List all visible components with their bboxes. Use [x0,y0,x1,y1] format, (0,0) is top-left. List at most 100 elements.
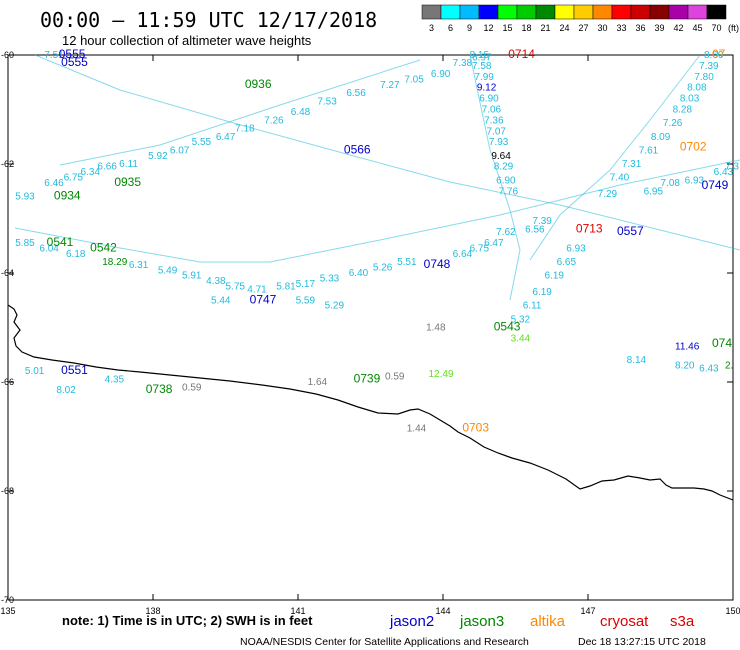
swh-value: 7.05 [404,75,424,86]
swh-value: 6.18 [66,249,86,260]
track-time-label: 0749 [702,178,729,192]
track-line-4 [529,54,701,261]
swh-value: 6.34 [81,167,101,178]
swh-value: 8.20 [675,361,695,372]
colorbar-label: 45 [692,23,702,33]
swh-value: 5.85 [15,238,35,249]
satellite-legend: jason2 jason3 altika cryosat s3a [389,613,695,630]
colorbar-label: 9 [467,23,472,33]
swh-value: 6.47 [484,238,504,249]
track-time-label: 0935 [114,175,141,189]
swh-value: 7.26 [264,115,284,126]
colorbar-swatch [459,4,480,20]
swh-value: 7.3 [725,162,739,173]
track-line-2 [59,59,421,166]
legend-entry: altika [530,613,566,630]
track-time-label: 0747 [250,292,277,306]
colorbar-label: 15 [502,23,512,33]
swh-value: 5.01 [25,366,45,377]
colorbar-swatch [706,4,727,20]
swh-value: 7.99 [474,72,494,83]
swh-value: 7.40 [610,173,630,184]
swh-value: 12.49 [429,369,454,380]
swh-value: 5.59 [296,295,316,306]
track-time-label: 0555 [61,55,88,69]
lat-tick-label: -64 [1,268,14,278]
satellite-tracks [14,54,740,301]
swh-value: 8.29 [494,162,514,173]
colorbar-label: 42 [673,23,683,33]
footer-credit: NOAA/NESDIS Center for Satellite Applica… [240,636,529,648]
swh-value: 7.29 [598,189,618,200]
track-time-label: 0702 [680,140,707,154]
colorbar-swatch [630,4,651,20]
track-line-1 [34,54,740,251]
track-time-label: 0541 [47,235,74,249]
swh-value: 6.07 [170,145,190,156]
swh-value: 8.09 [651,132,671,143]
swh-value: 6.75 [470,243,490,254]
colorbar-swatch [497,4,518,20]
swh-value: 8.03 [680,94,700,105]
swh-value: 6.93 [566,243,586,254]
colorbar-label: 6 [448,23,453,33]
page-title: 00:00 – 11:59 UTC 12/17/2018 [40,8,377,32]
swh-value: 7.76 [499,186,519,197]
swh-value: 6.56 [525,224,545,235]
swh-value: 5.49 [158,265,178,276]
track-line-5 [14,159,740,263]
swh-value: 6.43 [699,363,719,374]
swh-value: 7.51 [44,50,64,61]
lon-tick-label: 150 [725,606,740,616]
swh-value: 5.26 [373,263,393,274]
swh-value: 6.43 [714,167,734,178]
colorbar-swatch [478,4,499,20]
colorbar-label: 18 [521,23,531,33]
footer-timestamp: Dec 18 13:27:15 UTC 2018 [578,636,706,648]
swh-value: 7.53 [317,96,337,107]
track-time-label: 0555 [59,47,86,61]
track-time-label: 0713 [576,221,603,235]
swh-value: 7.93 [489,137,509,148]
swh-value: 7.26 [663,118,683,129]
swh-value: 7.39 [699,61,719,72]
track-time-label: 0714 [508,47,535,61]
swh-value: 5.29 [325,301,345,312]
swh-labels: 7.51 6.977.386.907.057.276.567.536.487.26… [15,47,739,434]
swh-value: 5.33 [320,273,340,284]
swh-value: 11.46 [675,342,700,353]
swh-value: 6.56 [346,88,366,99]
legend-entry: jason3 [459,613,504,630]
swh-value: 5.92 [148,151,168,162]
track-line-3 [469,54,521,301]
lon-tick-label: 138 [145,606,160,616]
swh-value: 6.90 [496,175,516,186]
swh-value: 6.64 [453,249,473,260]
swh-value: 8.28 [673,105,693,116]
lon-tick-label: 144 [435,606,450,616]
swh-value: 7.61 [639,145,659,156]
swh-value: 7.36 [484,115,504,126]
swh-value: 5.93 [15,192,35,203]
swh-value: 5.51 [397,257,417,268]
footer-note: note: 1) Time is in UTC; 2) SWH is in fe… [62,613,313,628]
subtitle: 12 hour collection of altimeter wave hei… [62,33,312,48]
colorbar-label: 27 [578,23,588,33]
swh-value: 8.14 [627,355,647,366]
colorbar-label: 21 [540,23,550,33]
swh-value: 6.46 [44,178,64,189]
swh-value: 7.39 [532,216,552,227]
swh-value: 4.71 [247,284,267,295]
legend-entry: cryosat [600,613,649,630]
swh-value: 7.07 [487,126,507,137]
swh-value: 7.18 [235,124,255,135]
swh-value: 9.12 [477,83,497,94]
swh-value: 6.48 [291,107,311,118]
colorbar-label: 70 [711,23,721,33]
map-frame [7,54,734,601]
legend-entry: jason2 [389,613,434,630]
swh-value: 8.02 [56,385,76,396]
swh-value: 7.80 [694,72,714,83]
swh-value: 9.64 [491,151,511,162]
swh-value: 6.66 [97,162,117,173]
